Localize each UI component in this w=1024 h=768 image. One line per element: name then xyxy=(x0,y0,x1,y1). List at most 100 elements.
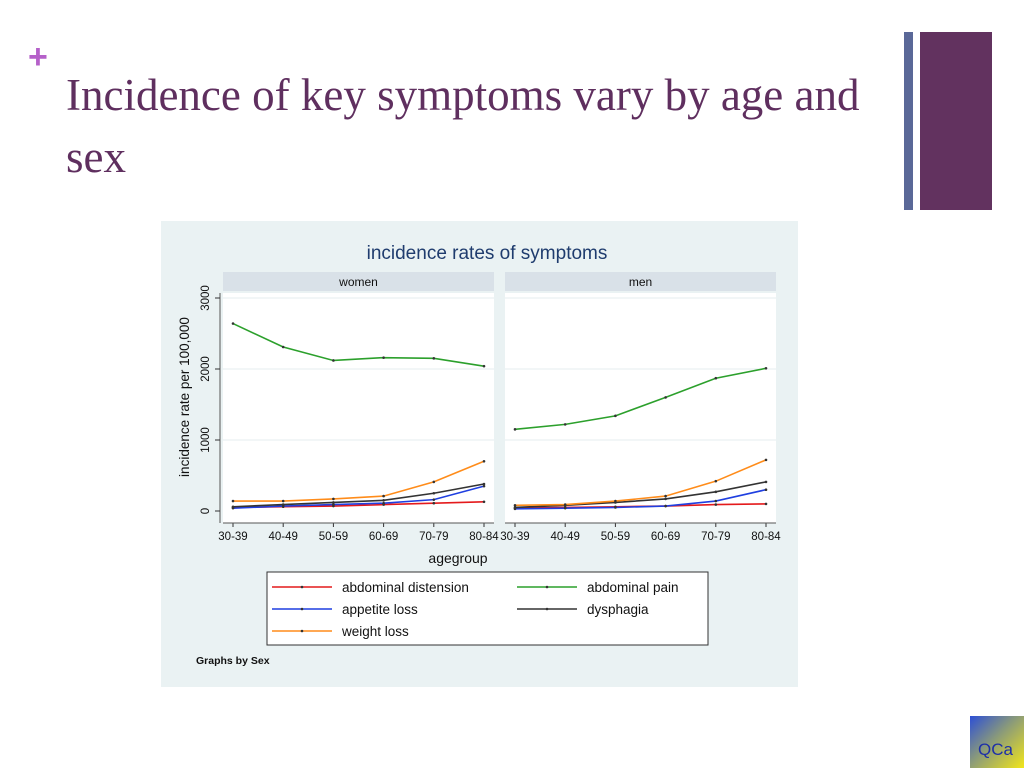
series-line-abdominal-pain xyxy=(514,367,767,431)
series-line-weight-loss xyxy=(514,459,767,507)
legend-label: abdominal pain xyxy=(587,580,679,595)
panel-women: women 30-39 40-49 50-59 60-69 70-79 80-84 xyxy=(218,272,499,543)
data-point xyxy=(432,498,436,501)
legend-marker xyxy=(545,585,549,589)
data-point xyxy=(432,480,436,484)
series-line-weight-loss xyxy=(233,460,485,502)
accent-bar-wide xyxy=(920,32,992,210)
data-point xyxy=(513,428,517,431)
data-point xyxy=(432,501,436,505)
x-tick-label: 70-79 xyxy=(419,531,448,543)
data-point xyxy=(664,504,667,508)
data-point xyxy=(382,494,385,498)
panel-plot-area xyxy=(223,293,494,523)
y-axis-label: incidence rate per 100,000 xyxy=(177,317,192,477)
x-axis-label: agegroup xyxy=(428,550,487,566)
data-point xyxy=(764,488,768,492)
data-point xyxy=(614,414,617,418)
y-tick-label: 3000 xyxy=(200,285,212,311)
data-point xyxy=(764,366,768,370)
data-point xyxy=(614,499,617,503)
x-tick-label: 40-49 xyxy=(550,531,579,543)
series-line-abdominal-pain xyxy=(232,322,485,367)
data-point xyxy=(664,494,667,498)
accent-bar-thin xyxy=(904,32,913,210)
legend-label: appetite loss xyxy=(342,602,418,617)
data-point xyxy=(382,356,385,359)
data-point xyxy=(231,499,235,503)
data-point xyxy=(563,423,567,426)
panel-label: women xyxy=(338,275,378,289)
data-point xyxy=(764,458,768,462)
legend-marker xyxy=(300,585,304,589)
data-point xyxy=(281,499,285,503)
x-tick-label: 80-84 xyxy=(469,531,499,543)
y-tick-label: 2000 xyxy=(200,356,212,382)
data-point xyxy=(231,322,235,325)
data-point xyxy=(482,482,486,486)
data-point xyxy=(614,506,617,509)
x-tick-label: 60-69 xyxy=(369,531,398,543)
data-point xyxy=(482,364,486,368)
plus-icon: + xyxy=(28,38,48,76)
legend-label: weight loss xyxy=(341,624,409,639)
chart-legend: abdominal distension abdominal pain appeti… xyxy=(266,571,709,646)
data-point xyxy=(382,501,385,505)
data-point xyxy=(482,460,486,463)
data-point xyxy=(764,502,768,506)
data-point xyxy=(231,505,235,509)
data-point xyxy=(482,484,486,488)
chart-svg: incidence rates of symptoms agegroup inc… xyxy=(177,243,781,667)
data-point xyxy=(714,376,718,380)
series-line-dysphagia xyxy=(514,481,767,509)
x-tick-label: 30-39 xyxy=(218,531,247,543)
x-tick-label: 30-39 xyxy=(500,531,529,543)
data-point xyxy=(563,506,567,510)
data-point xyxy=(432,357,436,360)
data-point xyxy=(332,359,335,362)
legend-marker xyxy=(300,607,304,611)
y-tick-label: 0 xyxy=(200,508,212,514)
data-point xyxy=(432,491,436,495)
x-tick-label: 60-69 xyxy=(651,531,680,543)
logo-text: QCa xyxy=(978,740,1013,759)
data-point xyxy=(764,480,768,484)
legend-marker xyxy=(545,607,549,611)
data-point xyxy=(332,503,335,506)
x-tick-label: 50-59 xyxy=(319,531,348,543)
data-point xyxy=(513,506,517,509)
data-point xyxy=(714,503,718,506)
data-point xyxy=(482,500,486,504)
legend-box xyxy=(266,571,709,646)
legend-label: abdominal distension xyxy=(342,580,469,595)
data-point xyxy=(332,497,335,501)
data-point xyxy=(664,497,667,501)
panel-plot-area xyxy=(505,293,776,523)
chart-panels: women 30-39 40-49 50-59 60-69 70-79 80-84 men 30… xyxy=(200,272,781,543)
y-tick-label: 1000 xyxy=(200,427,212,453)
chart-title: incidence rates of symptoms xyxy=(367,243,608,264)
graphs-by-note: Graphs by Sex xyxy=(196,655,270,667)
legend-marker xyxy=(300,629,304,633)
x-tick-label: 70-79 xyxy=(701,531,730,543)
qca-logo: QCa xyxy=(970,716,1024,768)
data-point xyxy=(714,490,718,494)
panel-strip xyxy=(505,272,776,291)
panel-label: men xyxy=(629,275,652,289)
data-point xyxy=(664,396,667,399)
chart-figure: incidence rates of symptoms agegroup inc… xyxy=(161,221,798,687)
x-tick-label: 40-49 xyxy=(268,531,297,543)
slide-title: Incidence of key symptoms vary by age an… xyxy=(66,70,860,182)
data-point xyxy=(714,499,718,503)
legend-label: dysphagia xyxy=(587,602,649,617)
data-point xyxy=(382,499,385,502)
data-point xyxy=(563,503,567,506)
x-tick-label: 80-84 xyxy=(751,531,781,543)
data-point xyxy=(281,345,285,349)
series-line-appetite-loss xyxy=(232,485,485,509)
series-line-appetite-loss xyxy=(514,488,767,510)
data-point xyxy=(714,479,718,483)
panel-men: men 30-39 40-49 50-59 60-69 70-79 80-84 xyxy=(500,272,781,543)
x-tick-label: 50-59 xyxy=(601,531,630,543)
data-point xyxy=(332,501,335,504)
